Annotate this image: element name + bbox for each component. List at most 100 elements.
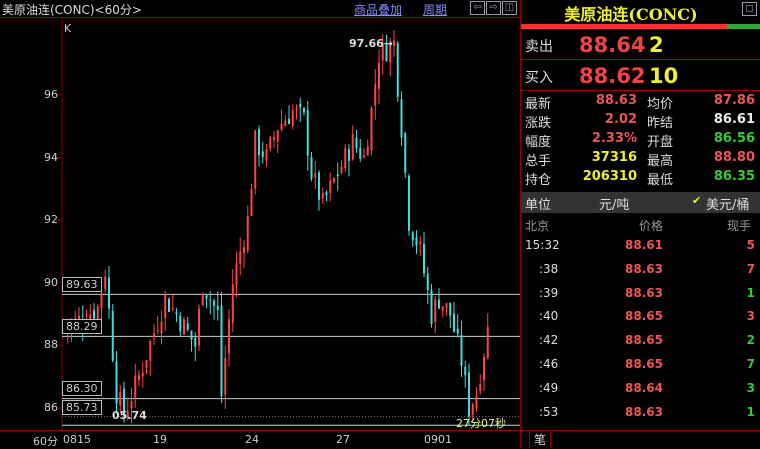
candlestick-chart[interactable]: K 96 94 92 90 88 86 97.66→ 05.74 89.63 8… bbox=[0, 18, 520, 430]
period-label: 60分 bbox=[33, 435, 58, 448]
candle-body bbox=[366, 146, 369, 156]
stat-label: 开盘 bbox=[647, 135, 674, 150]
stat-row: 涨跌 2.02 昨结 86.61 bbox=[521, 112, 760, 132]
candle-body bbox=[231, 284, 234, 324]
candle-body bbox=[370, 107, 373, 151]
candle-body bbox=[359, 147, 362, 159]
overlay-commodity-link[interactable]: 商品叠加 bbox=[354, 3, 403, 17]
candle-body bbox=[453, 313, 455, 332]
candle-body bbox=[396, 43, 399, 97]
tick-header-volume: 现手 bbox=[727, 219, 752, 233]
candle-body bbox=[381, 42, 384, 61]
tick-price: 88.65 bbox=[625, 309, 663, 324]
candle-body bbox=[235, 263, 238, 286]
candle-body bbox=[183, 319, 185, 335]
tick-volume: 1 bbox=[746, 285, 755, 300]
tick-price: 88.61 bbox=[625, 238, 663, 252]
stat-value: 88.80 bbox=[713, 150, 755, 165]
candle-body bbox=[209, 299, 212, 301]
stat-value: 2.33% bbox=[591, 131, 637, 146]
candle-body bbox=[284, 120, 287, 127]
candle-body bbox=[419, 241, 422, 245]
x-tick: 0901 bbox=[424, 433, 452, 446]
candle-body bbox=[186, 323, 189, 330]
candle-body bbox=[445, 303, 448, 308]
min-price-label: 05.74 bbox=[112, 409, 147, 422]
candle-body bbox=[434, 299, 437, 323]
arrow-left-icon[interactable]: ⇦ bbox=[470, 1, 485, 15]
buy-volume: 10 bbox=[649, 64, 679, 88]
tick-volume: 5 bbox=[746, 238, 755, 252]
unit-selector[interactable]: 单位 元/吨 ✔ 美元/桶 bbox=[521, 192, 760, 213]
unit-option-usd-barrel[interactable]: 美元/桶 bbox=[706, 198, 750, 213]
tick-volume: 1 bbox=[746, 404, 755, 419]
tick-row: :49 88.64 3 bbox=[521, 381, 760, 404]
tick-time: :42 bbox=[539, 333, 559, 348]
candle-body bbox=[250, 188, 253, 216]
candle-body bbox=[426, 273, 429, 291]
candle-body bbox=[325, 192, 328, 196]
candle-body bbox=[239, 251, 242, 264]
candle-body bbox=[164, 294, 167, 319]
stat-value: 2.02 bbox=[604, 112, 637, 127]
sell-label: 卖出 bbox=[525, 39, 553, 55]
unit-option-yuan-ton[interactable]: 元/吨 bbox=[599, 198, 630, 213]
maximize-icon[interactable]: ◻ bbox=[742, 2, 757, 16]
buy-price: 88.62 bbox=[579, 64, 646, 88]
candle-body bbox=[246, 216, 249, 251]
candle-body bbox=[111, 310, 114, 361]
stat-label: 总手 bbox=[525, 154, 552, 169]
price-box: 89.63 bbox=[62, 277, 102, 292]
period-link[interactable]: 周期 bbox=[423, 3, 448, 17]
sell-row: 卖出 88.64 2 bbox=[521, 30, 760, 60]
tick-time: :40 bbox=[539, 309, 559, 324]
tick-row: :39 88.63 1 bbox=[521, 286, 760, 309]
arrow-right-icon[interactable]: ⇨ bbox=[486, 1, 501, 15]
candle-body bbox=[220, 305, 223, 397]
candle-body bbox=[456, 328, 459, 334]
tick-time: :39 bbox=[539, 285, 559, 300]
tick-time: 15:32 bbox=[525, 238, 560, 252]
stat-value: 37316 bbox=[591, 150, 637, 165]
top-bar: 美原油连(CONC)<60分> 商品叠加 周期 ⇦ ⇨ ◫ bbox=[0, 0, 520, 18]
tick-price: 88.64 bbox=[625, 380, 663, 395]
candle-body bbox=[243, 247, 245, 253]
stat-value: 86.61 bbox=[713, 112, 755, 127]
candle-body bbox=[288, 118, 290, 124]
candle-body bbox=[96, 306, 99, 321]
y-tick: 88 bbox=[44, 338, 58, 351]
tick-time: :49 bbox=[539, 380, 559, 395]
candle-body bbox=[340, 166, 343, 173]
candle-body bbox=[400, 99, 403, 138]
tab-ticks[interactable]: 笔 bbox=[529, 430, 551, 448]
candle-body bbox=[228, 319, 230, 354]
candle-body bbox=[363, 155, 365, 158]
stat-label: 最低 bbox=[647, 173, 674, 188]
candle-body bbox=[464, 366, 467, 376]
tick-time: :53 bbox=[539, 404, 559, 419]
candle-body bbox=[265, 149, 268, 161]
candle-body bbox=[430, 290, 433, 324]
x-tick: 0815 bbox=[63, 433, 91, 446]
layout-icon[interactable]: ◫ bbox=[502, 1, 517, 15]
candle-body bbox=[149, 341, 152, 361]
candle-body bbox=[441, 306, 444, 311]
x-tick: 19 bbox=[153, 433, 167, 446]
x-tick: 24 bbox=[245, 433, 259, 446]
candle-body bbox=[78, 315, 80, 322]
stat-label: 最新 bbox=[525, 97, 552, 112]
candle-body bbox=[153, 333, 155, 338]
buy-row: 买入 88.62 10 bbox=[521, 61, 760, 91]
price-box: 86.30 bbox=[62, 381, 102, 396]
candle-body bbox=[224, 357, 227, 395]
stat-label: 最高 bbox=[647, 154, 674, 169]
tick-price: 88.63 bbox=[625, 261, 663, 276]
indicator-label: K bbox=[64, 22, 72, 35]
candle-body bbox=[374, 84, 377, 107]
candle-body bbox=[483, 357, 485, 380]
stat-label: 均价 bbox=[647, 97, 674, 112]
candle-body bbox=[408, 175, 410, 231]
candle-body bbox=[100, 292, 103, 309]
price-box: 85.73 bbox=[62, 400, 102, 415]
candle-body bbox=[156, 330, 159, 332]
